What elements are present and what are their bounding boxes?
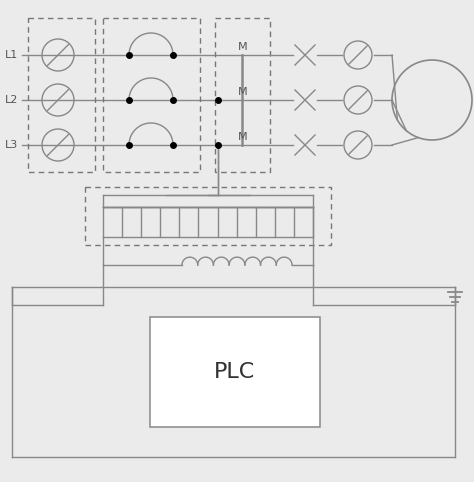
Text: M: M bbox=[238, 87, 247, 97]
Text: L2: L2 bbox=[5, 95, 18, 105]
Text: PLC: PLC bbox=[214, 362, 255, 382]
Text: L1: L1 bbox=[5, 50, 18, 60]
Text: L3: L3 bbox=[5, 140, 18, 150]
Bar bbox=[150, 317, 320, 427]
Text: M: M bbox=[238, 132, 247, 142]
Text: M: M bbox=[238, 42, 247, 52]
